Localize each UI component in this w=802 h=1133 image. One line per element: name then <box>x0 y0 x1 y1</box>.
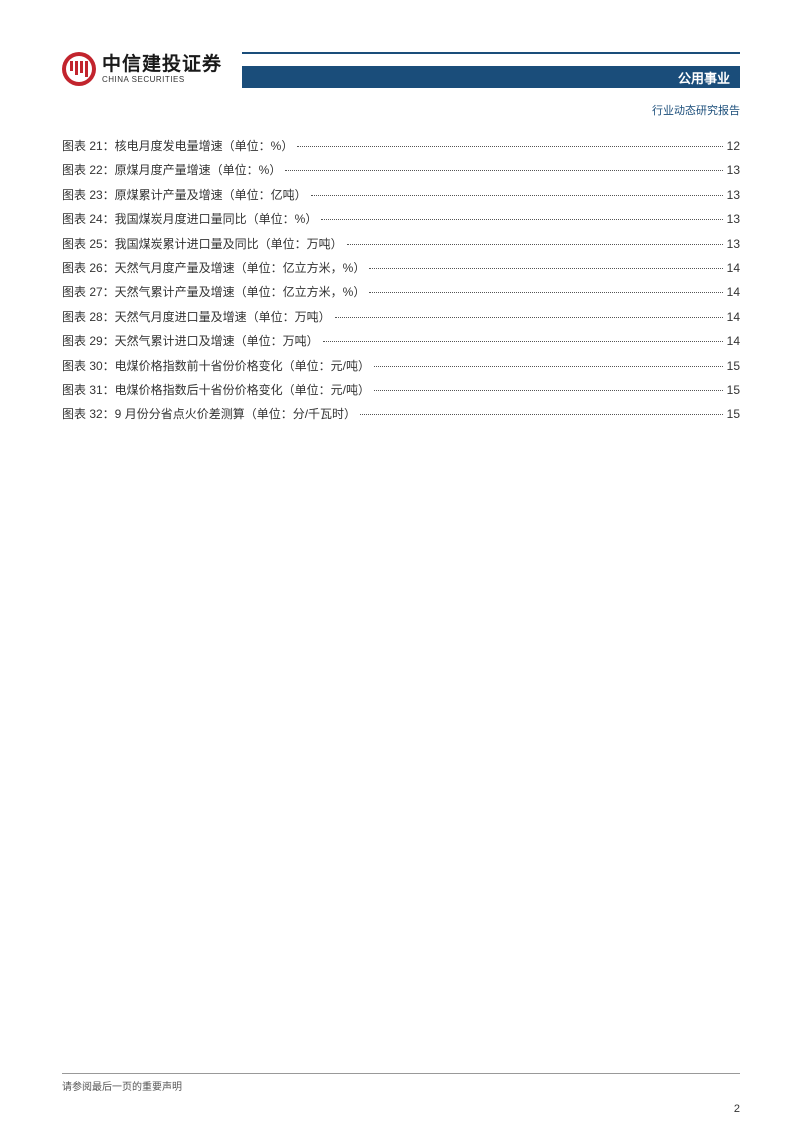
toc-label: 图表 22：原煤月度产量增速（单位：%） <box>62 160 281 180</box>
footer-divider <box>62 1073 740 1074</box>
toc-dots <box>335 317 723 318</box>
header: 中信建投证券 CHINA SECURITIES 公用事业 <box>62 52 740 88</box>
toc-label: 图表 21：核电月度发电量增速（单位：%） <box>62 136 293 156</box>
toc-dots <box>311 195 723 196</box>
toc-page: 13 <box>727 234 740 254</box>
toc-item: 图表 30：电煤价格指数前十省份价格变化（单位：元/吨） 15 <box>62 356 740 376</box>
logo-icon <box>62 52 96 86</box>
toc-dots <box>321 219 722 220</box>
header-category: 公用事业 <box>678 68 730 87</box>
toc-label: 图表 26：天然气月度产量及增速（单位：亿立方米，%） <box>62 258 365 278</box>
logo-cn: 中信建投证券 <box>102 55 222 74</box>
toc-page: 15 <box>727 356 740 376</box>
logo-text: 中信建投证券 CHINA SECURITIES <box>102 55 222 84</box>
toc-item: 图表 26：天然气月度产量及增速（单位：亿立方米，%） 14 <box>62 258 740 278</box>
toc-page: 14 <box>727 331 740 351</box>
toc-item: 图表 24：我国煤炭月度进口量同比（单位：%） 13 <box>62 209 740 229</box>
page-number: 2 <box>734 1103 740 1115</box>
page-container: 中信建投证券 CHINA SECURITIES 公用事业 行业动态研究报告 图表… <box>0 0 802 1133</box>
header-category-bar: 公用事业 <box>242 66 740 88</box>
toc-page: 14 <box>727 258 740 278</box>
toc-label: 图表 27：天然气累计产量及增速（单位：亿立方米，%） <box>62 282 365 302</box>
header-subtitle: 行业动态研究报告 <box>62 102 740 118</box>
toc-dots <box>323 341 723 342</box>
footer-disclaimer: 请参阅最后一页的重要声明 <box>62 1078 740 1093</box>
toc-dots <box>374 390 723 391</box>
logo-block: 中信建投证券 CHINA SECURITIES <box>62 52 222 86</box>
toc-page: 13 <box>727 209 740 229</box>
toc-label: 图表 29：天然气累计进口及增速（单位：万吨） <box>62 331 319 351</box>
toc-dots <box>297 146 722 147</box>
toc-dots <box>369 292 722 293</box>
toc-label: 图表 32：9 月份分省点火价差测算（单位：分/千瓦时） <box>62 404 356 424</box>
footer: 请参阅最后一页的重要声明 <box>62 1073 740 1093</box>
toc-label: 图表 30：电煤价格指数前十省份价格变化（单位：元/吨） <box>62 356 370 376</box>
toc-page: 14 <box>727 282 740 302</box>
toc-page: 13 <box>727 185 740 205</box>
toc-item: 图表 31：电煤价格指数后十省份价格变化（单位：元/吨） 15 <box>62 380 740 400</box>
toc-dots <box>347 244 723 245</box>
toc-page: 13 <box>727 160 740 180</box>
toc-item: 图表 25：我国煤炭累计进口量及同比（单位：万吨） 13 <box>62 234 740 254</box>
toc-page: 14 <box>727 307 740 327</box>
toc-item: 图表 28：天然气月度进口量及增速（单位：万吨） 14 <box>62 307 740 327</box>
toc-dots <box>285 170 722 171</box>
toc-page: 15 <box>727 380 740 400</box>
toc-item: 图表 27：天然气累计产量及增速（单位：亿立方米，%） 14 <box>62 282 740 302</box>
toc-label: 图表 24：我国煤炭月度进口量同比（单位：%） <box>62 209 317 229</box>
table-of-contents: 图表 21：核电月度发电量增速（单位：%） 12 图表 22：原煤月度产量增速（… <box>62 136 740 425</box>
header-right: 公用事业 <box>242 52 740 88</box>
toc-page: 12 <box>727 136 740 156</box>
toc-item: 图表 32：9 月份分省点火价差测算（单位：分/千瓦时） 15 <box>62 404 740 424</box>
toc-label: 图表 31：电煤价格指数后十省份价格变化（单位：元/吨） <box>62 380 370 400</box>
toc-page: 15 <box>727 404 740 424</box>
toc-dots <box>360 414 723 415</box>
logo-en: CHINA SECURITIES <box>102 76 222 84</box>
toc-label: 图表 23：原煤累计产量及增速（单位：亿吨） <box>62 185 307 205</box>
toc-label: 图表 28：天然气月度进口量及增速（单位：万吨） <box>62 307 331 327</box>
toc-label: 图表 25：我国煤炭累计进口量及同比（单位：万吨） <box>62 234 343 254</box>
toc-item: 图表 29：天然气累计进口及增速（单位：万吨） 14 <box>62 331 740 351</box>
toc-dots <box>374 366 723 367</box>
toc-item: 图表 23：原煤累计产量及增速（单位：亿吨） 13 <box>62 185 740 205</box>
toc-item: 图表 21：核电月度发电量增速（单位：%） 12 <box>62 136 740 156</box>
toc-item: 图表 22：原煤月度产量增速（单位：%） 13 <box>62 160 740 180</box>
toc-dots <box>369 268 722 269</box>
